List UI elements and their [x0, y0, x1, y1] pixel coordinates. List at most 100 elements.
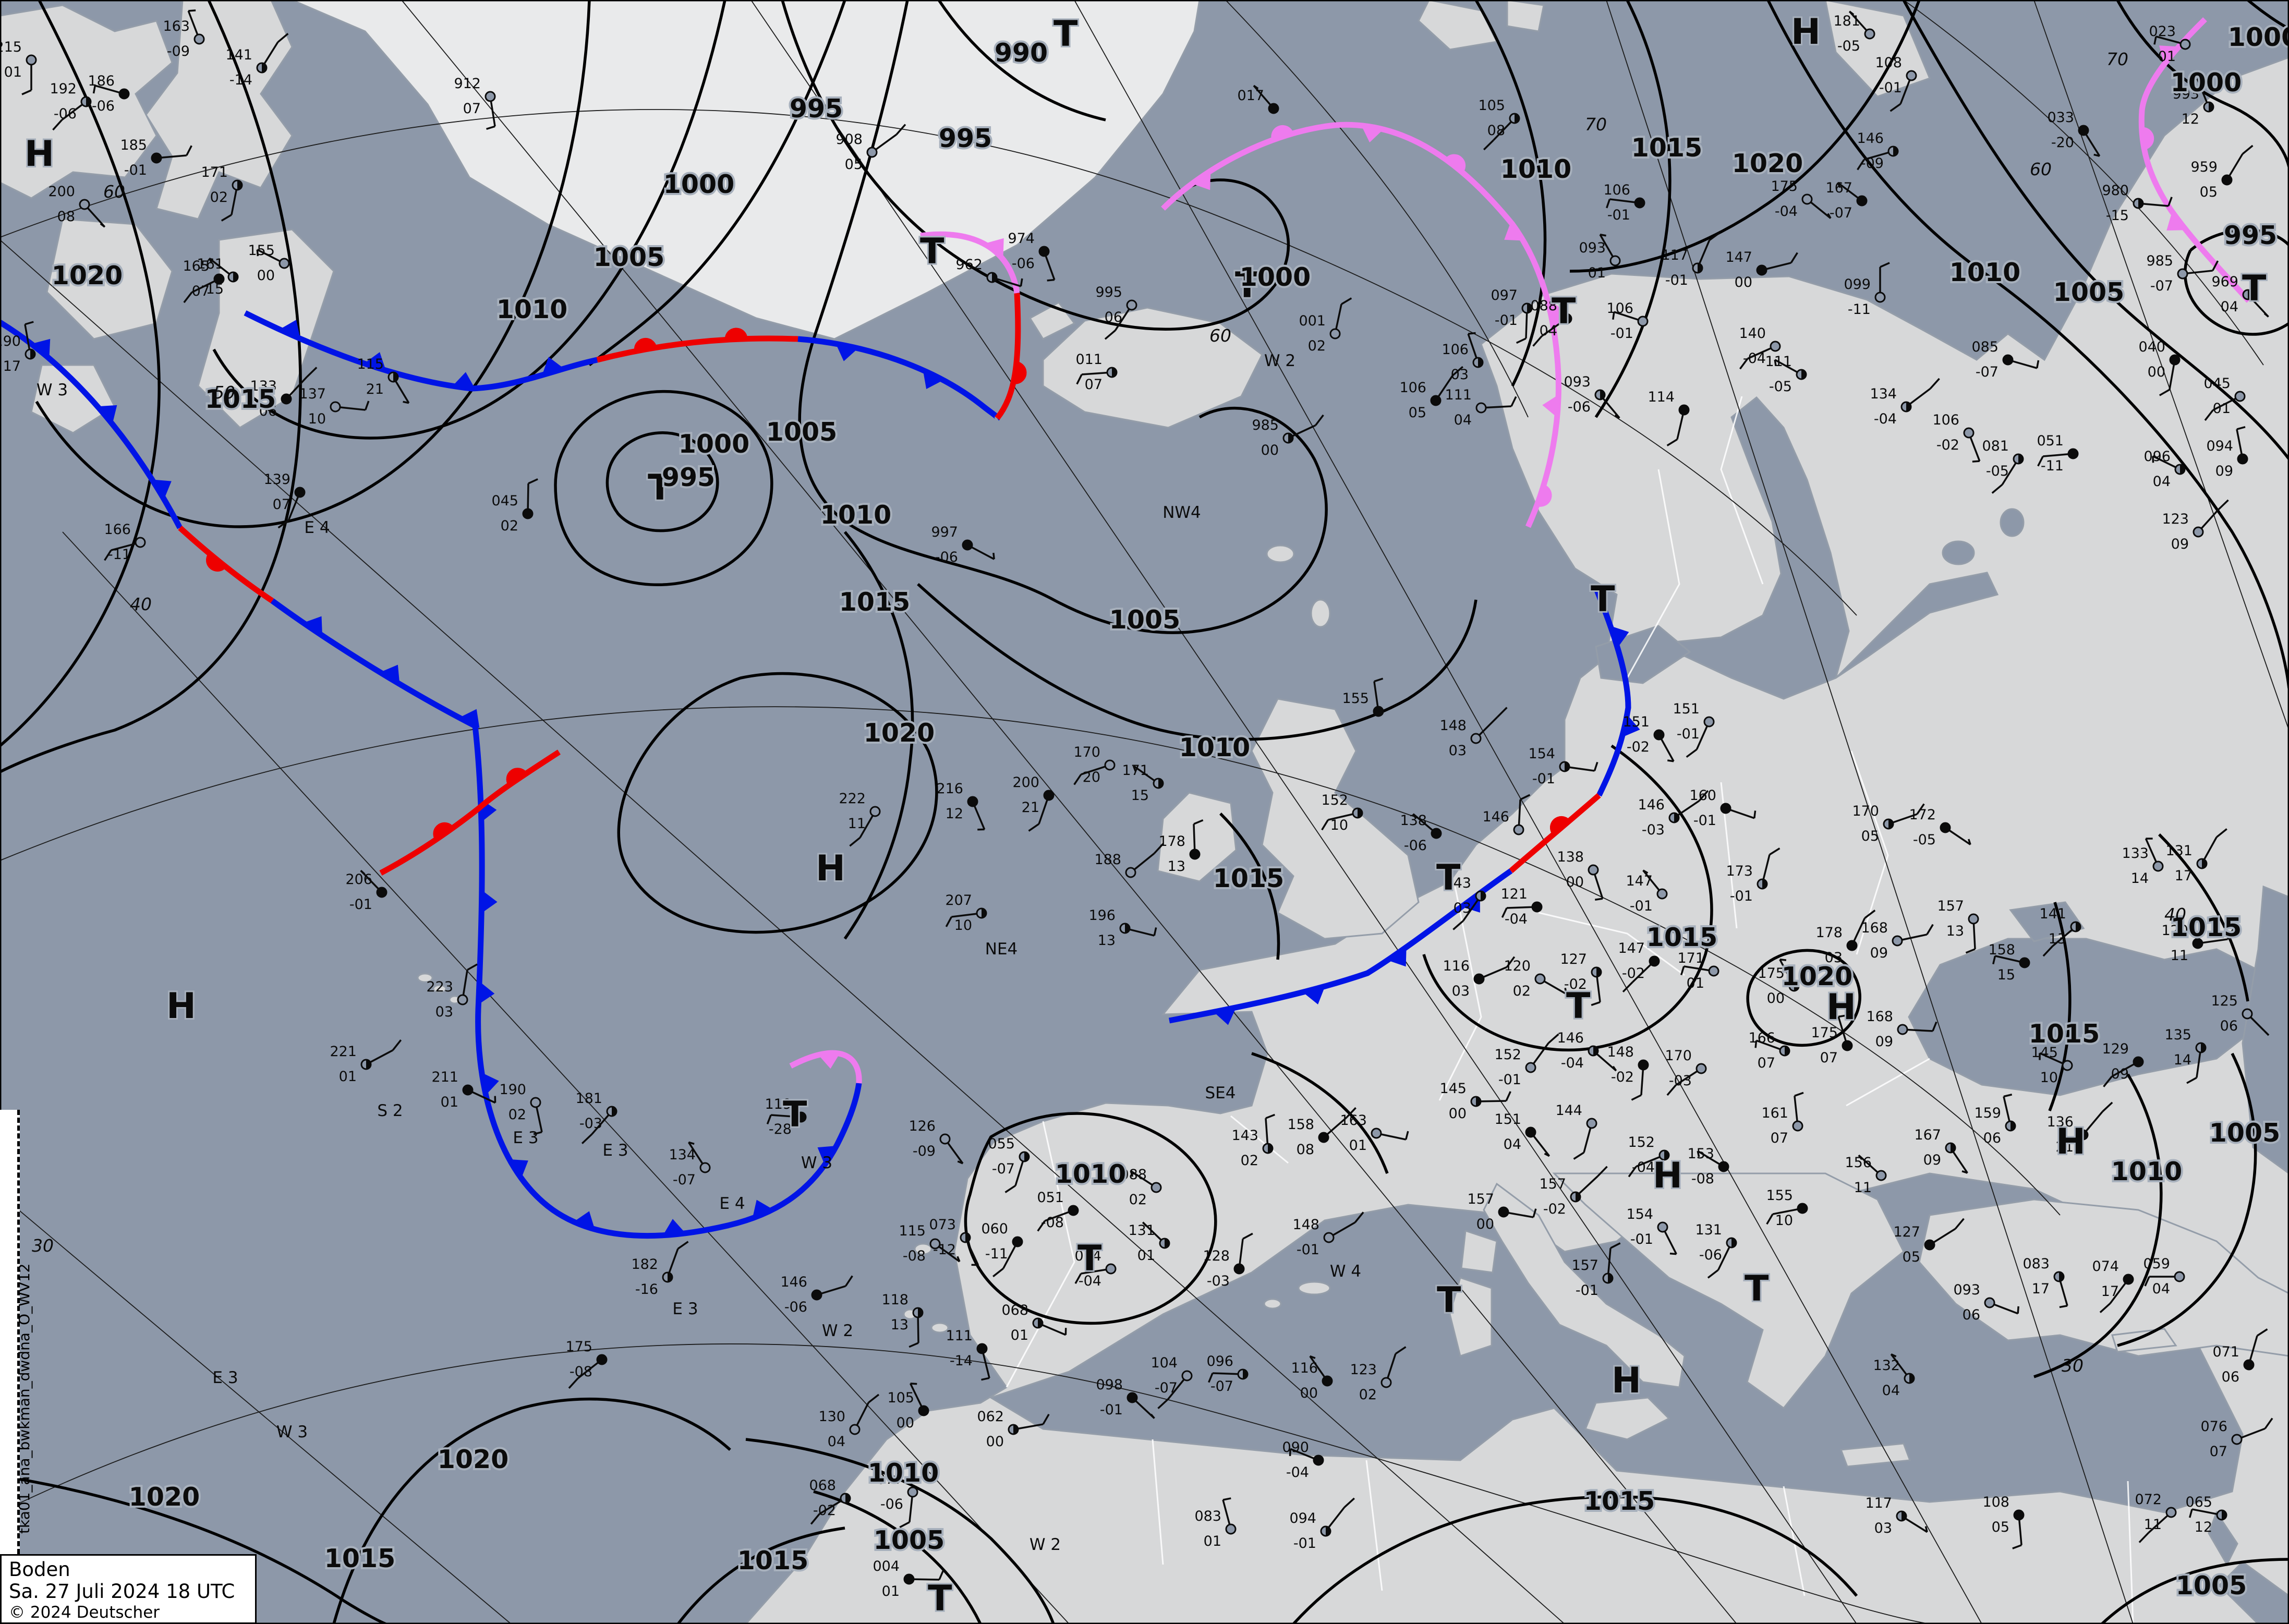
station-dewpoint: 13	[1946, 923, 1964, 939]
station-dewpoint: 08	[1297, 1142, 1314, 1158]
cloud-cover-half	[2222, 1510, 2226, 1520]
station-plot: 146 -03	[1638, 790, 1709, 838]
cloud-cover-symbol	[1380, 1377, 1392, 1388]
station-temperature: 980	[2102, 183, 2129, 199]
station-temperature: 171	[1677, 950, 1704, 966]
station-dewpoint: 01	[339, 1069, 357, 1085]
station-temperature: 168	[1861, 920, 1888, 936]
station-temperature: 123	[1350, 1362, 1377, 1378]
cold-front-tooth	[1192, 171, 1211, 190]
wind-barb-tick	[277, 519, 289, 529]
wind-barb-tick	[956, 1256, 961, 1262]
cloud-cover-half	[233, 272, 238, 282]
low-center-label: T	[1591, 579, 1615, 620]
station-plot: 161 15	[197, 256, 239, 297]
station-temperature: 190	[499, 1082, 526, 1098]
isobar-value-label: 1020	[1732, 149, 1803, 178]
wind-barb-tick	[1864, 910, 1876, 919]
station-temperature: 216	[936, 781, 963, 797]
isobar-1015	[1422, 744, 1713, 1052]
ship-area-label: E 3	[513, 1129, 538, 1147]
station-plot: 088 02	[1120, 1167, 1162, 1208]
wind-barb-tick	[1667, 759, 1674, 762]
station-dewpoint: 09	[2111, 1066, 2129, 1082]
low-center-label: T	[1552, 291, 1576, 332]
station-temperature: 135	[2164, 1027, 2191, 1043]
station-plot: 137 10	[299, 386, 370, 427]
ship-area-label: E 4	[719, 1194, 745, 1213]
wind-barb-tick	[1253, 84, 1259, 90]
station-plot: 148 03	[1439, 707, 1508, 759]
map-level-label: Boden	[9, 1558, 70, 1581]
station-temperature: 118	[881, 1292, 909, 1308]
wind-barb-tick	[1374, 677, 1384, 683]
station-temperature: 134	[669, 1147, 696, 1163]
warm-front-bump	[634, 337, 657, 352]
wind-barb-tick	[688, 1141, 695, 1145]
wind-barb-tick	[1532, 335, 1543, 347]
cloud-cover-symbol	[1470, 733, 1482, 744]
wind-barb-tick	[581, 1133, 593, 1144]
cold-front-tooth	[817, 1146, 837, 1166]
station-dewpoint: 00	[1735, 274, 1752, 290]
station-plot: 093 -06	[1564, 374, 1620, 419]
station-dewpoint: 01	[2213, 401, 2231, 417]
occluded-front	[2138, 17, 2251, 303]
cloud-cover-symbol	[976, 1343, 988, 1354]
wind-barb-tick	[1073, 773, 1082, 785]
station-dewpoint: 00	[897, 1415, 914, 1431]
station-temperature: 068	[1001, 1302, 1028, 1318]
cloud-cover-symbol	[2165, 1507, 2177, 1518]
wind-barb-tick	[1774, 359, 1777, 366]
isobar-value-label: 995	[790, 94, 843, 124]
cloud-cover-symbol	[2062, 1060, 2073, 1071]
cloud-cover-symbol	[1703, 716, 1715, 728]
station-dewpoint: -05	[1769, 379, 1792, 395]
station-dewpoint: -05	[1837, 38, 1860, 54]
cloud-cover-symbol	[1475, 402, 1487, 414]
station-plot: 190 02	[499, 1082, 543, 1135]
station-plot: 117 03	[1865, 1495, 1928, 1536]
cloud-cover-symbol	[2019, 957, 2030, 968]
station-temperature: 094	[1289, 1510, 1316, 1526]
wind-barb-tick	[2167, 197, 2173, 207]
station-temperature: 223	[426, 979, 453, 995]
cold-front-tooth	[985, 238, 1004, 258]
cloud-cover-half	[1593, 1046, 1598, 1056]
station-dewpoint: 05	[845, 156, 863, 173]
station-plot: 127 -02	[1560, 951, 1602, 1006]
cold-front-tooth	[662, 1219, 686, 1236]
cloud-cover-symbol	[151, 152, 162, 164]
cloud-cover-symbol	[1695, 1063, 1707, 1074]
isobar-value-label: 1010	[1949, 258, 2020, 287]
cold-front-tooth	[752, 1199, 773, 1219]
isobar-1010	[35, 0, 591, 528]
wind-barb-tick	[1310, 1355, 1316, 1359]
station-plot: 068 01	[1001, 1302, 1067, 1343]
station-plot: 168 09	[1866, 1009, 1937, 1050]
cold-front-tooth	[478, 981, 495, 1004]
high-center-label: H	[25, 134, 54, 175]
station-plot: 147 -01	[1626, 869, 1668, 914]
station-plot: 222 11	[839, 791, 881, 847]
cloud-cover-symbol	[1498, 1206, 1509, 1218]
low-center-label: T	[1566, 986, 1591, 1027]
station-temperature: 152	[1628, 1134, 1655, 1150]
cloud-cover-half	[2202, 859, 2207, 868]
station-temperature: 974	[1008, 231, 1035, 247]
station-plot: 158 08	[1287, 1107, 1357, 1158]
station-temperature: 060	[981, 1221, 1008, 1237]
station-plot: 106-01	[1606, 300, 1649, 342]
station-dewpoint: 13	[1168, 858, 1185, 875]
isobar-1010	[1474, 0, 1547, 387]
station-temperature: 117	[1661, 247, 1688, 263]
station-temperature: 116	[1443, 958, 1470, 974]
cloud-cover-symbol	[330, 401, 341, 413]
station-plot: 083 01	[1194, 1497, 1237, 1549]
ship-area-label: W 2	[1030, 1535, 1061, 1554]
cold-front-tooth	[835, 343, 858, 361]
station-plot: 085 -07	[1971, 339, 2040, 380]
